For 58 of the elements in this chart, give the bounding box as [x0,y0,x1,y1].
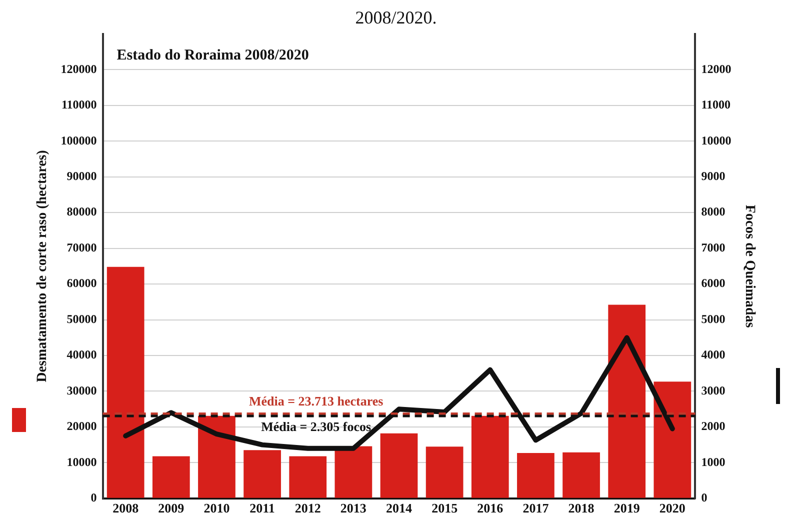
x-tick-label: 2013 [340,500,367,516]
y2-tick-label: 2000 [701,419,726,434]
y-tick-label: 110000 [61,98,97,112]
x-tick-label: 2020 [659,500,686,516]
y-tick-label: 20000 [66,419,97,434]
bar [152,456,190,498]
y2-tick-label: 8000 [701,204,726,219]
x-tick-label: 2018 [568,500,595,516]
text: 2008/2020. [355,8,437,28]
bar [244,450,281,498]
y-axis-title: Desmatamento de corte raso (hectares) [35,150,50,382]
bar [198,416,236,498]
x-tick-label: 2012 [294,500,321,516]
y-tick-label: 30000 [66,383,97,398]
y-tick-label: 80000 [66,204,97,219]
y2-tick-label: 9000 [701,168,726,183]
bar [517,453,554,498]
bar [334,446,372,498]
bar [608,304,646,498]
y2-tick-label: 6000 [701,276,726,290]
bar [380,433,418,498]
y-tick-label: 90000 [66,168,97,183]
x-tick-label: 2015 [432,500,458,516]
y-tick-label: 40000 [66,348,97,362]
bar [471,416,509,498]
bar [106,266,144,498]
y2-tick-label: 1000 [701,454,726,469]
text: Estado do Roraima 2008/2020 [116,47,309,64]
bar [426,446,464,498]
y2-tick-label: 12000 [701,62,732,76]
y2-tick-label: 11000 [701,98,731,112]
y-tick-label: 0 [90,490,97,504]
x-tick-label: 2014 [386,500,412,516]
y2-tick-label: 3000 [701,383,726,398]
bar [562,452,600,498]
ref-line-label: Média = 2.305 focos [261,418,372,434]
bar [289,456,327,498]
y2-axis-title: Focos de Queimadas [742,204,757,328]
x-tick-label: 2008 [112,500,140,516]
y-tick-label: 50000 [66,312,97,326]
bar [654,382,692,498]
y2-tick-label: 4000 [701,348,726,362]
y-tick-label: 10000 [66,454,97,469]
y-tick-label: 120000 [60,62,97,76]
y2-tick-label: 5000 [701,312,726,326]
x-tick-label: 2016 [477,500,504,516]
y-tick-label: 60000 [66,276,97,290]
x-tick-label: 2019 [614,500,640,516]
y2-tick-label: 10000 [701,133,732,148]
y2-tick-label: 0 [701,490,708,504]
x-tick-label: 2010 [204,500,230,516]
y-tick-label: 100000 [60,133,97,148]
y2-tick-label: 7000 [701,240,726,254]
ref-line-label: Média = 23.713 hectares [248,394,384,409]
x-tick-label: 2017 [522,500,550,516]
x-tick-label: 2009 [158,500,185,516]
y-tick-label: 70000 [66,240,97,254]
x-tick-label: 2011 [250,500,275,516]
